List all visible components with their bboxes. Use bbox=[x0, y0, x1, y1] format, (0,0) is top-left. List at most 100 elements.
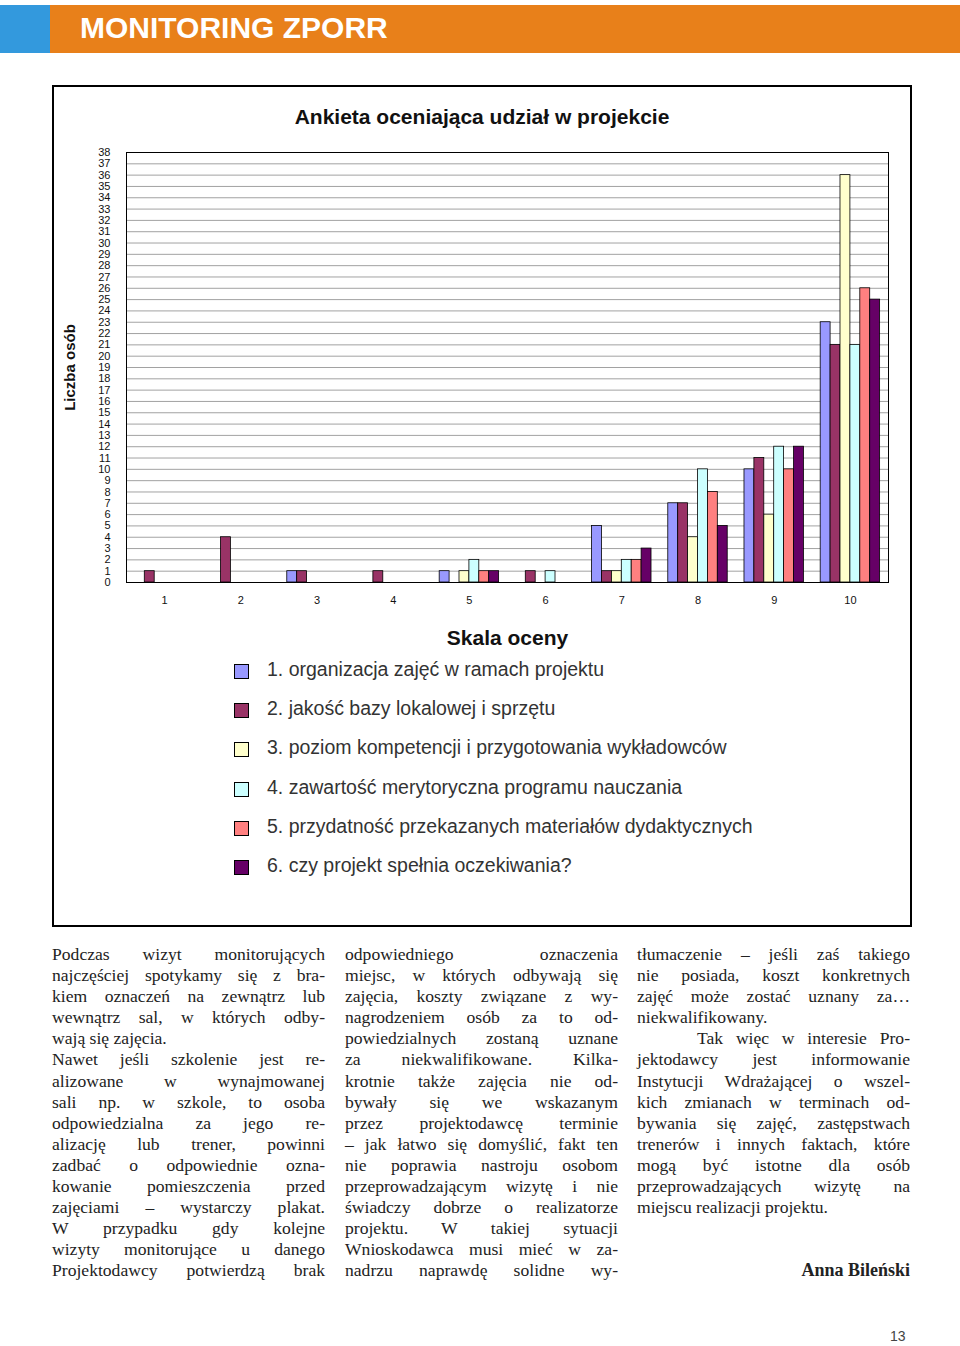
svg-text:35: 35 bbox=[98, 180, 110, 192]
html-text:6. czy projekt spełnia oczekiw: 6. czy projekt spełnia oczekiwania? bbox=[267, 853, 572, 876]
svg-text:22: 22 bbox=[98, 327, 110, 339]
svg-text:2: 2 bbox=[104, 553, 110, 565]
html-text:kiem oznaczeń na zewnątrz lub: kiem oznaczeń na zewnątrz lub bbox=[52, 986, 325, 1007]
svg-text:12: 12 bbox=[98, 440, 110, 452]
html-text:krotnie także zajęcia nie od-: krotnie także zajęcia nie od- bbox=[345, 1070, 618, 1091]
svg-text:3: 3 bbox=[104, 542, 110, 554]
svg-text:32: 32 bbox=[98, 214, 110, 226]
html-text:MONITORING ZPORR: MONITORING ZPORR bbox=[80, 11, 388, 44]
html-text:powiedzialnych zostaną uznane: powiedzialnych zostaną uznane bbox=[345, 1028, 618, 1049]
html-text:nie poprawia nastroju osobom: nie poprawia nastroju osobom bbox=[345, 1154, 618, 1175]
svg-text:38: 38 bbox=[98, 146, 110, 158]
svg-text:1: 1 bbox=[162, 594, 168, 606]
svg-text:16: 16 bbox=[98, 395, 110, 407]
html-text:nagrodzeniem osób za to od-: nagrodzeniem osób za to od- bbox=[345, 1007, 618, 1028]
html-text:miejsc, w których odbywają się: miejsc, w których odbywają się bbox=[345, 965, 618, 986]
html-text:Instytucji Wdrażającej o wszel: Instytucji Wdrażającej o wszel- bbox=[637, 1070, 910, 1091]
html-text:1. organizacja zajęć w ramach: 1. organizacja zajęć w ramach projektu bbox=[267, 658, 605, 680]
svg-text:8: 8 bbox=[104, 485, 110, 497]
html-text:Projektodawcy potwierdzą brak: Projektodawcy potwierdzą brak bbox=[52, 1260, 325, 1281]
svg-text:14: 14 bbox=[98, 418, 110, 430]
svg-text:7: 7 bbox=[619, 594, 625, 606]
svg-text:10: 10 bbox=[98, 463, 110, 475]
html-text:najczęściej spotykamy się z br: najczęściej spotykamy się z bra- bbox=[52, 965, 325, 986]
svg-text:6: 6 bbox=[543, 594, 549, 606]
html-text:5. przydatność przekazanych ma: 5. przydatność przekazanych materiałów d… bbox=[267, 814, 753, 837]
svg-text:0: 0 bbox=[104, 576, 110, 588]
svg-text:34: 34 bbox=[98, 191, 110, 203]
html-text:kich zmianach w terminach od-: kich zmianach w terminach od- bbox=[637, 1091, 910, 1112]
svg-text:10: 10 bbox=[844, 594, 856, 606]
svg-text:13: 13 bbox=[98, 429, 110, 441]
svg-text:7: 7 bbox=[104, 497, 110, 509]
html-text:2. jakość bazy lokalowej i spr: 2. jakość bazy lokalowej i sprzętu bbox=[267, 697, 556, 720]
html-text:projektu. W takiej sytuacji: projektu. W takiej sytuacji bbox=[345, 1218, 618, 1239]
svg-text:4: 4 bbox=[390, 594, 396, 606]
svg-text:15: 15 bbox=[98, 406, 110, 418]
svg-text:30: 30 bbox=[98, 237, 110, 249]
html-text:Wnioskodawca musi mieć w za-: Wnioskodawca musi mieć w za- bbox=[345, 1239, 618, 1260]
svg-text:3: 3 bbox=[314, 594, 320, 606]
html-text:bywały się we wskazanym: bywały się we wskazanym bbox=[345, 1091, 618, 1112]
html-text:bywania się zajęć, zastępstwac: bywania się zajęć, zastępstwach bbox=[637, 1112, 910, 1133]
svg-text:31: 31 bbox=[98, 225, 110, 237]
svg-text:2: 2 bbox=[238, 594, 244, 606]
svg-text:28: 28 bbox=[98, 259, 110, 271]
svg-text:23: 23 bbox=[98, 316, 110, 328]
html-text:W przypadku gdy kolejne: W przypadku gdy kolejne bbox=[52, 1218, 325, 1239]
svg-text:33: 33 bbox=[98, 203, 110, 215]
svg-text:8: 8 bbox=[695, 594, 701, 606]
svg-text:11: 11 bbox=[99, 452, 110, 464]
html-text:odpowiedzialna za jego re-: odpowiedzialna za jego re- bbox=[52, 1112, 325, 1133]
html-text:Ankieta oceniająca udział w pr: Ankieta oceniająca udział w projekcie bbox=[294, 105, 670, 128]
svg-text:19: 19 bbox=[98, 361, 110, 373]
html-text:wewnątrz sal, w których odby-: wewnątrz sal, w których odby- bbox=[52, 1007, 325, 1028]
html-text:zajęciami – wystarczy plakat.: zajęciami – wystarczy plakat. bbox=[52, 1197, 325, 1218]
svg-text:4: 4 bbox=[104, 531, 110, 543]
html-text:miejscu realizacji projektu.: miejscu realizacji projektu. bbox=[637, 1197, 828, 1218]
html-text:zadbać o odpowiednie ozna-: zadbać o odpowiednie ozna- bbox=[52, 1154, 325, 1175]
html-text:trenerów i innych faktach, któ: trenerów i innych faktach, które bbox=[637, 1133, 910, 1154]
html-text:mogą być istotne dla osób: mogą być istotne dla osób bbox=[637, 1154, 910, 1175]
svg-text:17: 17 bbox=[98, 384, 110, 396]
svg-text:21: 21 bbox=[98, 338, 110, 350]
html-text:4. zawartość merytoryczna prog: 4. zawartość merytoryczna programu naucz… bbox=[267, 775, 683, 798]
svg-text:9: 9 bbox=[771, 594, 777, 606]
svg-text:5: 5 bbox=[104, 519, 110, 531]
html-text:alizację lub trener, powinni: alizację lub trener, powinni bbox=[52, 1133, 325, 1154]
html-text:przez projektodawcę terminie: przez projektodawcę terminie bbox=[345, 1112, 618, 1133]
html-text:za niekwalifikowane. Kilka-: za niekwalifikowane. Kilka- bbox=[345, 1049, 618, 1070]
svg-text:26: 26 bbox=[98, 282, 110, 294]
svg-text:20: 20 bbox=[98, 350, 110, 362]
html-text:– jak łatwo się domyślić, fakt: – jak łatwo się domyślić, fakt ten bbox=[345, 1133, 618, 1154]
html-text:nadrzu naprawdę solidne wy-: nadrzu naprawdę solidne wy- bbox=[345, 1260, 618, 1281]
svg-text:Liczba osób: Liczba osób bbox=[61, 324, 78, 411]
svg-text:9: 9 bbox=[104, 474, 110, 486]
html-text:alizowane w wynajmowanej: alizowane w wynajmowanej bbox=[52, 1070, 325, 1091]
html-text:zajęć może zostać uznany za…: zajęć może zostać uznany za… bbox=[637, 986, 910, 1007]
html-text:Podczas wizyt monitorujących: Podczas wizyt monitorujących bbox=[52, 944, 325, 964]
html-text:niekwalifikowany.: niekwalifikowany. bbox=[637, 1007, 768, 1028]
html-text:3. poziom kompetencji i przygo: 3. poziom kompetencji i przygotowania wy… bbox=[267, 736, 727, 759]
svg-text:6: 6 bbox=[104, 508, 110, 520]
html-text:Nawet jeśli szkolenie jest re-: Nawet jeśli szkolenie jest re- bbox=[52, 1049, 325, 1070]
html-text:świadczy dobrze o realizatorze: świadczy dobrze o realizatorze bbox=[345, 1197, 618, 1218]
svg-text:1: 1 bbox=[104, 565, 110, 577]
svg-text:Skala oceny: Skala oceny bbox=[447, 626, 569, 649]
svg-text:37: 37 bbox=[98, 157, 110, 169]
svg-text:5: 5 bbox=[466, 594, 472, 606]
svg-text:18: 18 bbox=[98, 372, 110, 384]
html-text:jektodawcy jest informowanie: jektodawcy jest informowanie bbox=[637, 1049, 910, 1070]
html-text:wizyty monitorujące u danego: wizyty monitorujące u danego bbox=[52, 1239, 325, 1260]
svg-text:24: 24 bbox=[98, 304, 110, 316]
html-text:nie posiada, koszt konkretnych: nie posiada, koszt konkretnych bbox=[637, 965, 910, 986]
svg-text:25: 25 bbox=[98, 293, 110, 305]
html-text:Tak więc w interesie Pro-: Tak więc w interesie Pro- bbox=[697, 1028, 910, 1049]
svg-text:36: 36 bbox=[98, 169, 110, 181]
html-text:kowanie pomieszczenia przed: kowanie pomieszczenia przed bbox=[52, 1176, 325, 1196]
svg-text:27: 27 bbox=[98, 270, 110, 282]
svg-text:29: 29 bbox=[98, 248, 110, 260]
html-text:wają się zajęcia.: wają się zajęcia. bbox=[52, 1028, 167, 1049]
html-text:zajęcia, koszty związane z wy-: zajęcia, koszty związane z wy- bbox=[345, 986, 618, 1007]
html-text:sali np. w szkole, to osoba: sali np. w szkole, to osoba bbox=[52, 1091, 325, 1112]
